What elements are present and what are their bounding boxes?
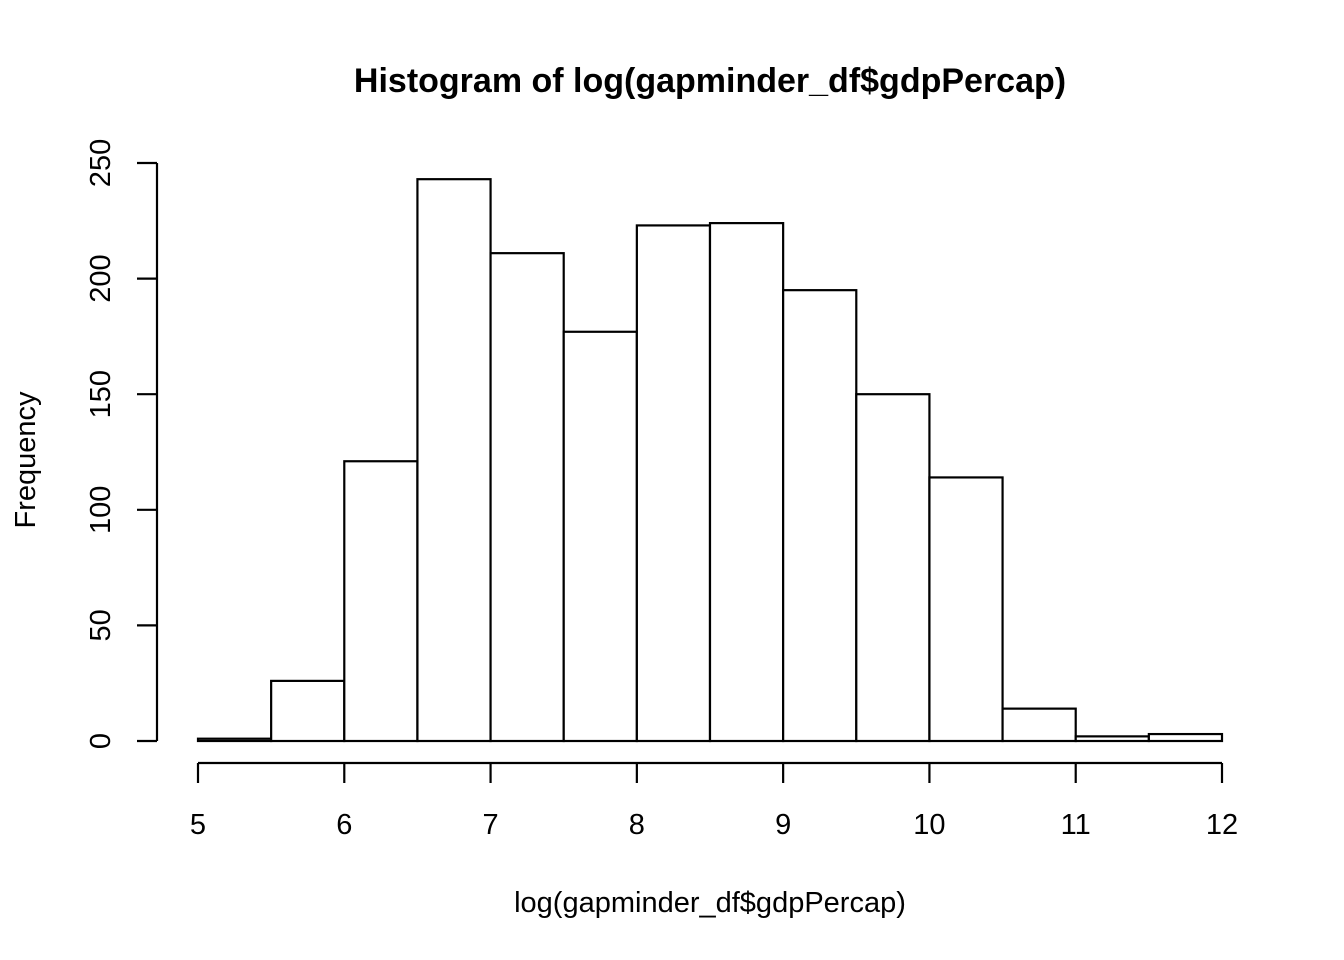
- histogram-bar: [562, 330, 638, 743]
- y-tick-label: 200: [85, 254, 117, 302]
- histogram-bar: [635, 224, 712, 743]
- x-tick-label: 12: [1206, 809, 1238, 841]
- x-tick-label: 9: [775, 809, 791, 841]
- x-axis: 5 6 7 8 9 10 11 12: [190, 761, 1238, 841]
- x-tick-label: 8: [629, 809, 645, 841]
- y-tick-label: 0: [85, 733, 117, 749]
- histogram-bar: [1074, 735, 1150, 743]
- histogram-bar: [343, 460, 419, 743]
- histogram-bar: [489, 252, 565, 743]
- histogram-bar: [416, 178, 492, 743]
- x-tick-label: 10: [913, 809, 945, 841]
- y-axis: 0 50 100 150 200 250: [85, 139, 159, 749]
- bars-group: [196, 178, 1224, 743]
- histogram-bar: [196, 737, 273, 743]
- y-axis-label: Frequency: [10, 391, 42, 529]
- x-tick-label: 7: [483, 809, 499, 841]
- x-tick-label: 5: [190, 809, 206, 841]
- x-tick-label: 11: [1061, 809, 1091, 841]
- histogram-bar: [782, 289, 858, 743]
- y-tick-label: 100: [85, 486, 117, 534]
- y-tick-label: 50: [85, 609, 117, 641]
- histogram-bar: [270, 679, 346, 743]
- y-tick-label: 150: [85, 370, 117, 418]
- histogram-bar: [1001, 707, 1077, 743]
- histogram-bar: [708, 222, 785, 743]
- x-axis-label: log(gapminder_df$gdpPercap): [514, 887, 906, 919]
- histogram-bar: [928, 476, 1004, 743]
- histogram-bar: [1147, 732, 1224, 743]
- x-tick-label: 6: [336, 809, 352, 841]
- chart-title: Histogram of log(gapminder_df$gdpPercap): [354, 62, 1066, 100]
- histogram-bar: [855, 393, 931, 743]
- y-tick-label: 250: [85, 139, 117, 187]
